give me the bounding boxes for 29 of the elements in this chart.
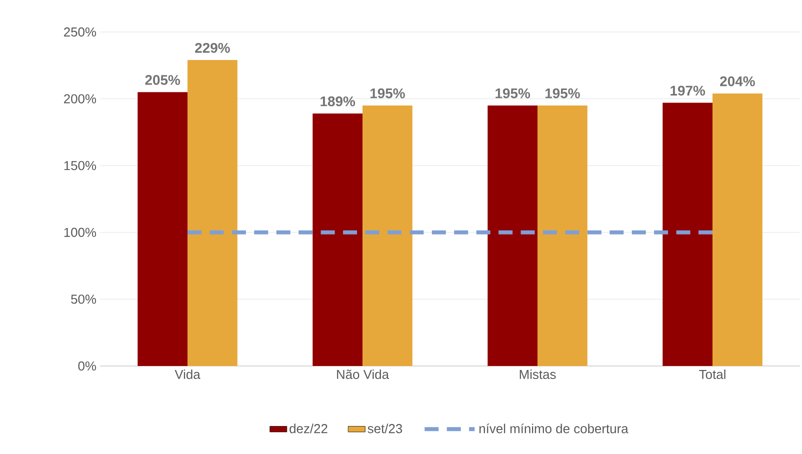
data-label: 197% <box>670 86 706 96</box>
bar <box>188 60 238 366</box>
y-tick-label: 150% <box>64 161 96 170</box>
bar <box>662 102 713 366</box>
x-tick-label: Total <box>699 370 726 380</box>
bar <box>312 113 363 366</box>
data-label: 205% <box>145 75 180 85</box>
bar <box>138 92 188 366</box>
y-tick-label: 100% <box>64 228 96 237</box>
bar <box>712 93 762 366</box>
bar <box>362 105 412 366</box>
y-tick-label: 200% <box>64 94 96 104</box>
data-label: 195% <box>545 88 580 98</box>
x-tick-label: Mistas <box>520 370 556 380</box>
data-label: 189% <box>320 96 356 106</box>
data-label: 195% <box>496 88 530 98</box>
y-tick-label: 250% <box>64 27 96 37</box>
legend-label: set/23 <box>368 424 402 434</box>
bar <box>488 105 538 366</box>
data-label: 229% <box>195 42 230 53</box>
legend-label: nível mínimo de cobertura <box>479 424 628 434</box>
x-tick-label: Vida <box>174 370 200 380</box>
y-tick-label: 50% <box>71 294 96 304</box>
x-tick-label: Não Vida <box>337 370 390 380</box>
legend-label: dez/22 <box>290 424 328 434</box>
y-tick-label: 0% <box>78 361 96 371</box>
data-label: 195% <box>370 88 405 98</box>
data-label: 204% <box>720 76 755 86</box>
bar <box>538 105 588 366</box>
